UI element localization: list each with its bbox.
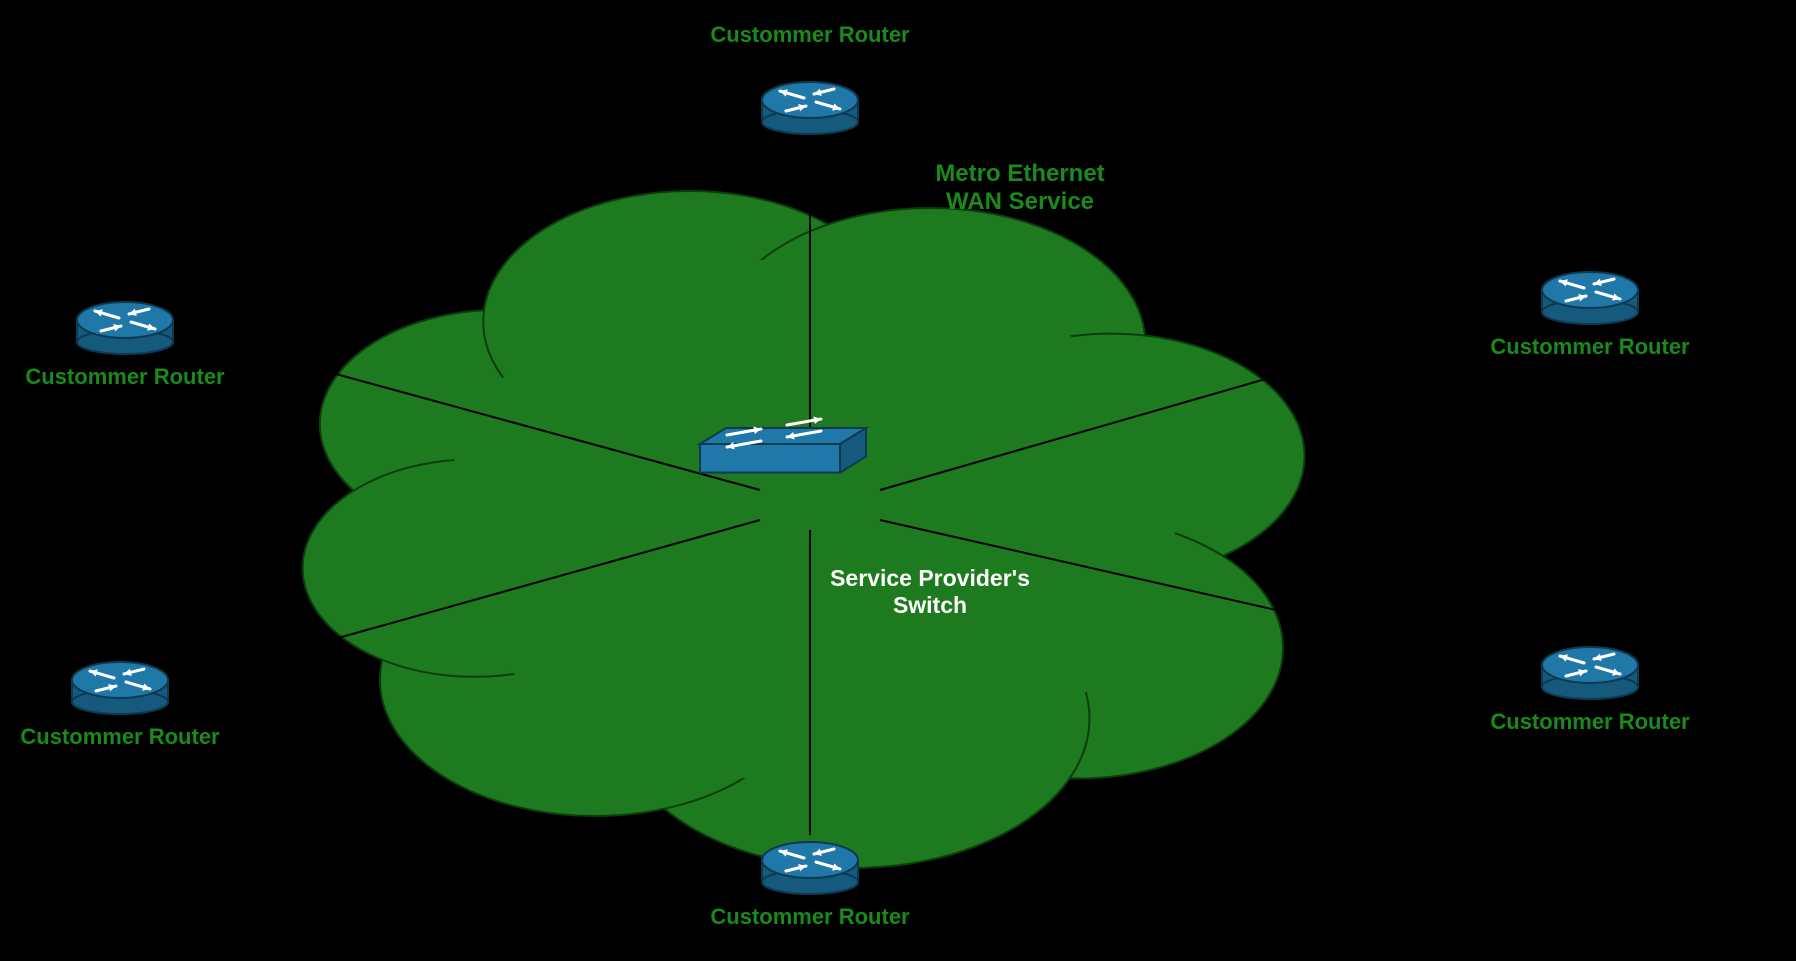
router-icon-rightL xyxy=(1542,647,1638,699)
router-label-rightU: Custommer Router xyxy=(1450,334,1730,360)
diagram-svg xyxy=(0,0,1796,961)
router-icon-top xyxy=(762,82,858,134)
router-label-leftU: Custommer Router xyxy=(0,364,265,390)
diagram-stage: { "canvas": { "w": 1796, "h": 961, "bg":… xyxy=(0,0,1796,961)
switch-label-line1: Service Provider's xyxy=(830,565,1030,591)
router-label-top: Custommer Router xyxy=(670,22,950,48)
router-icon-leftL xyxy=(72,662,168,714)
switch-label: Service Provider'sSwitch xyxy=(780,565,1080,619)
router-label-bottom: Custommer Router xyxy=(670,904,950,930)
switch-label-line2: Switch xyxy=(893,592,967,618)
cloud-title: Metro EthernetWAN Service xyxy=(880,160,1160,216)
router-icon-bottom xyxy=(762,842,858,894)
router-icon-leftU xyxy=(77,302,173,354)
router-label-leftL: Custommer Router xyxy=(0,724,260,750)
router-label-rightL: Custommer Router xyxy=(1450,709,1730,735)
router-icon-rightU xyxy=(1542,272,1638,324)
cloud-title-line1: Metro Ethernet xyxy=(935,160,1104,187)
cloud-title-line2: WAN Service xyxy=(946,188,1094,215)
cloud xyxy=(303,191,1305,868)
